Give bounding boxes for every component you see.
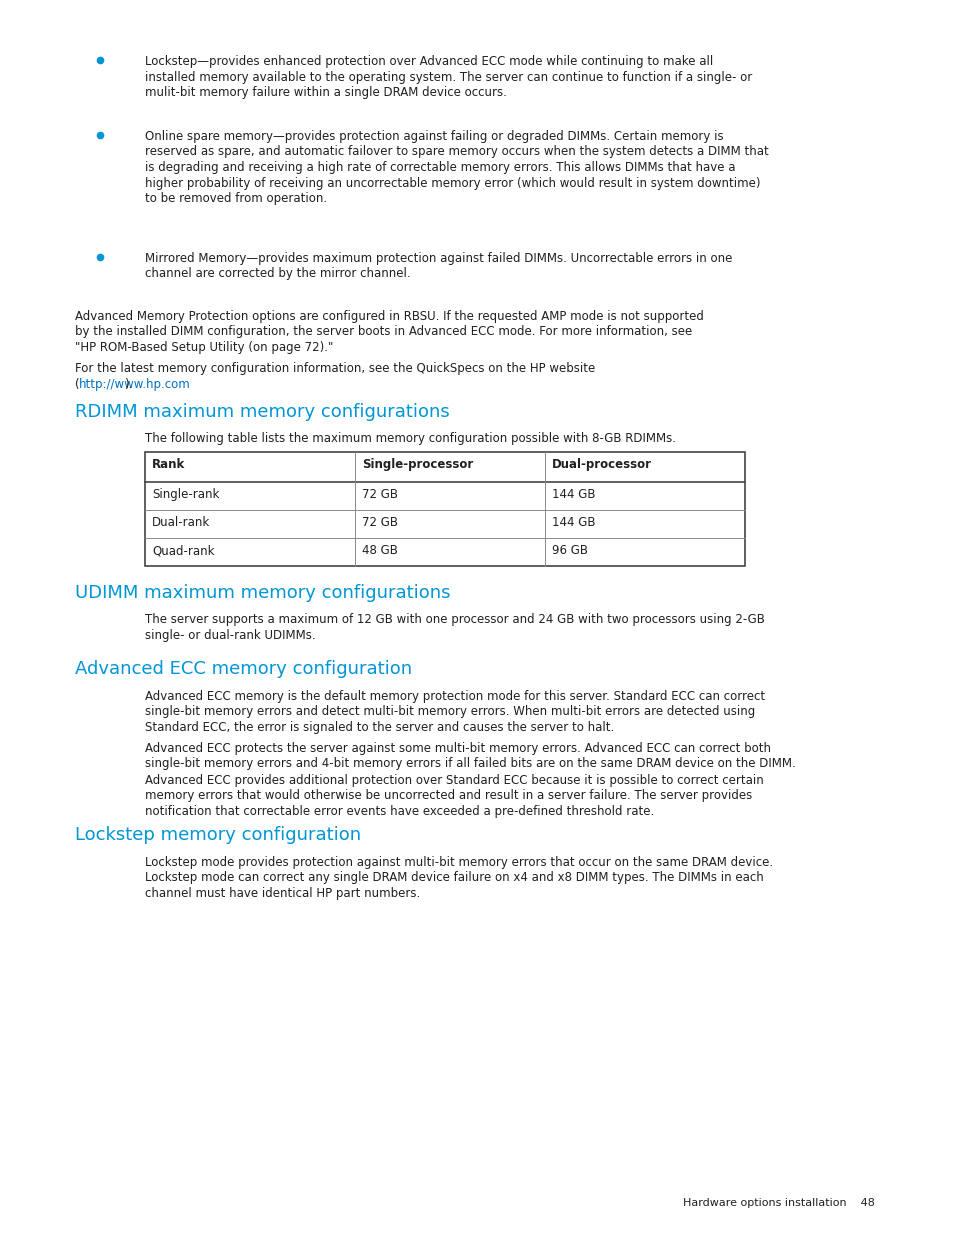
Text: 72 GB: 72 GB (361, 516, 397, 529)
Text: Dual-processor: Dual-processor (552, 458, 651, 471)
Text: 48 GB: 48 GB (361, 543, 397, 557)
Text: Standard ECC, the error is signaled to the server and causes the server to halt.: Standard ECC, the error is signaled to t… (145, 721, 614, 734)
Text: 144 GB: 144 GB (552, 488, 595, 501)
Text: Online spare memory—provides protection against failing or degraded DIMMs. Certa: Online spare memory—provides protection … (145, 130, 723, 143)
Text: notification that correctable error events have exceeded a pre-defined threshold: notification that correctable error even… (145, 805, 654, 818)
Text: mulit-bit memory failure within a single DRAM device occurs.: mulit-bit memory failure within a single… (145, 86, 506, 99)
Text: Advanced Memory Protection options are configured in RBSU. If the requested AMP : Advanced Memory Protection options are c… (75, 310, 703, 324)
Text: Dual-rank: Dual-rank (152, 516, 210, 529)
Text: Rank: Rank (152, 458, 185, 471)
Text: Lockstep memory configuration: Lockstep memory configuration (75, 826, 361, 844)
Text: to be removed from operation.: to be removed from operation. (145, 191, 327, 205)
Text: Lockstep mode provides protection against multi-bit memory errors that occur on : Lockstep mode provides protection agains… (145, 856, 772, 869)
Text: channel must have identical HP part numbers.: channel must have identical HP part numb… (145, 887, 420, 900)
Text: ).: ). (124, 378, 132, 391)
Text: installed memory available to the operating system. The server can continue to f: installed memory available to the operat… (145, 70, 752, 84)
Text: Advanced ECC memory is the default memory protection mode for this server. Stand: Advanced ECC memory is the default memor… (145, 690, 764, 703)
Text: single-bit memory errors and 4-bit memory errors if all failed bits are on the s: single-bit memory errors and 4-bit memor… (145, 757, 795, 771)
Text: (: ( (75, 378, 79, 391)
Text: by the installed DIMM configuration, the server boots in Advanced ECC mode. For : by the installed DIMM configuration, the… (75, 326, 692, 338)
Text: "HP ROM-Based Setup Utility (on page 72).": "HP ROM-Based Setup Utility (on page 72)… (75, 341, 333, 354)
Text: channel are corrected by the mirror channel.: channel are corrected by the mirror chan… (145, 268, 410, 280)
Text: For the latest memory configuration information, see the QuickSpecs on the HP we: For the latest memory configuration info… (75, 362, 595, 375)
Text: The server supports a maximum of 12 GB with one processor and 24 GB with two pro: The server supports a maximum of 12 GB w… (145, 613, 764, 626)
Text: UDIMM maximum memory configurations: UDIMM maximum memory configurations (75, 584, 450, 601)
Text: Advanced ECC protects the server against some multi-bit memory errors. Advanced : Advanced ECC protects the server against… (145, 742, 770, 755)
Text: Hardware options installation    48: Hardware options installation 48 (682, 1198, 874, 1208)
Text: Single-processor: Single-processor (361, 458, 473, 471)
Text: 72 GB: 72 GB (361, 488, 397, 501)
Text: Quad-rank: Quad-rank (152, 543, 214, 557)
Text: The following table lists the maximum memory configuration possible with 8-GB RD: The following table lists the maximum me… (145, 432, 676, 445)
Text: 144 GB: 144 GB (552, 516, 595, 529)
Text: Mirrored Memory—provides maximum protection against failed DIMMs. Uncorrectable : Mirrored Memory—provides maximum protect… (145, 252, 732, 266)
Bar (145, 452, 744, 566)
Text: Lockstep—provides enhanced protection over Advanced ECC mode while continuing to: Lockstep—provides enhanced protection ov… (145, 56, 713, 68)
Text: is degrading and receiving a high rate of correctable memory errors. This allows: is degrading and receiving a high rate o… (145, 161, 735, 174)
Text: Advanced ECC provides additional protection over Standard ECC because it is poss: Advanced ECC provides additional protect… (145, 774, 763, 787)
Text: Advanced ECC memory configuration: Advanced ECC memory configuration (75, 659, 412, 678)
Text: single-bit memory errors and detect multi-bit memory errors. When multi-bit erro: single-bit memory errors and detect mult… (145, 705, 755, 719)
Text: reserved as spare, and automatic failover to spare memory occurs when the system: reserved as spare, and automatic failove… (145, 146, 768, 158)
Text: Lockstep mode can correct any single DRAM device failure on x4 and x8 DIMM types: Lockstep mode can correct any single DRA… (145, 872, 763, 884)
Text: RDIMM maximum memory configurations: RDIMM maximum memory configurations (75, 403, 449, 421)
Text: single- or dual-rank UDIMMs.: single- or dual-rank UDIMMs. (145, 629, 315, 641)
Text: Single-rank: Single-rank (152, 488, 219, 501)
Text: memory errors that would otherwise be uncorrected and result in a server failure: memory errors that would otherwise be un… (145, 789, 752, 803)
Text: 96 GB: 96 GB (552, 543, 587, 557)
Text: higher probability of receiving an uncorrectable memory error (which would resul: higher probability of receiving an uncor… (145, 177, 760, 189)
Text: http://www.hp.com: http://www.hp.com (78, 378, 191, 391)
